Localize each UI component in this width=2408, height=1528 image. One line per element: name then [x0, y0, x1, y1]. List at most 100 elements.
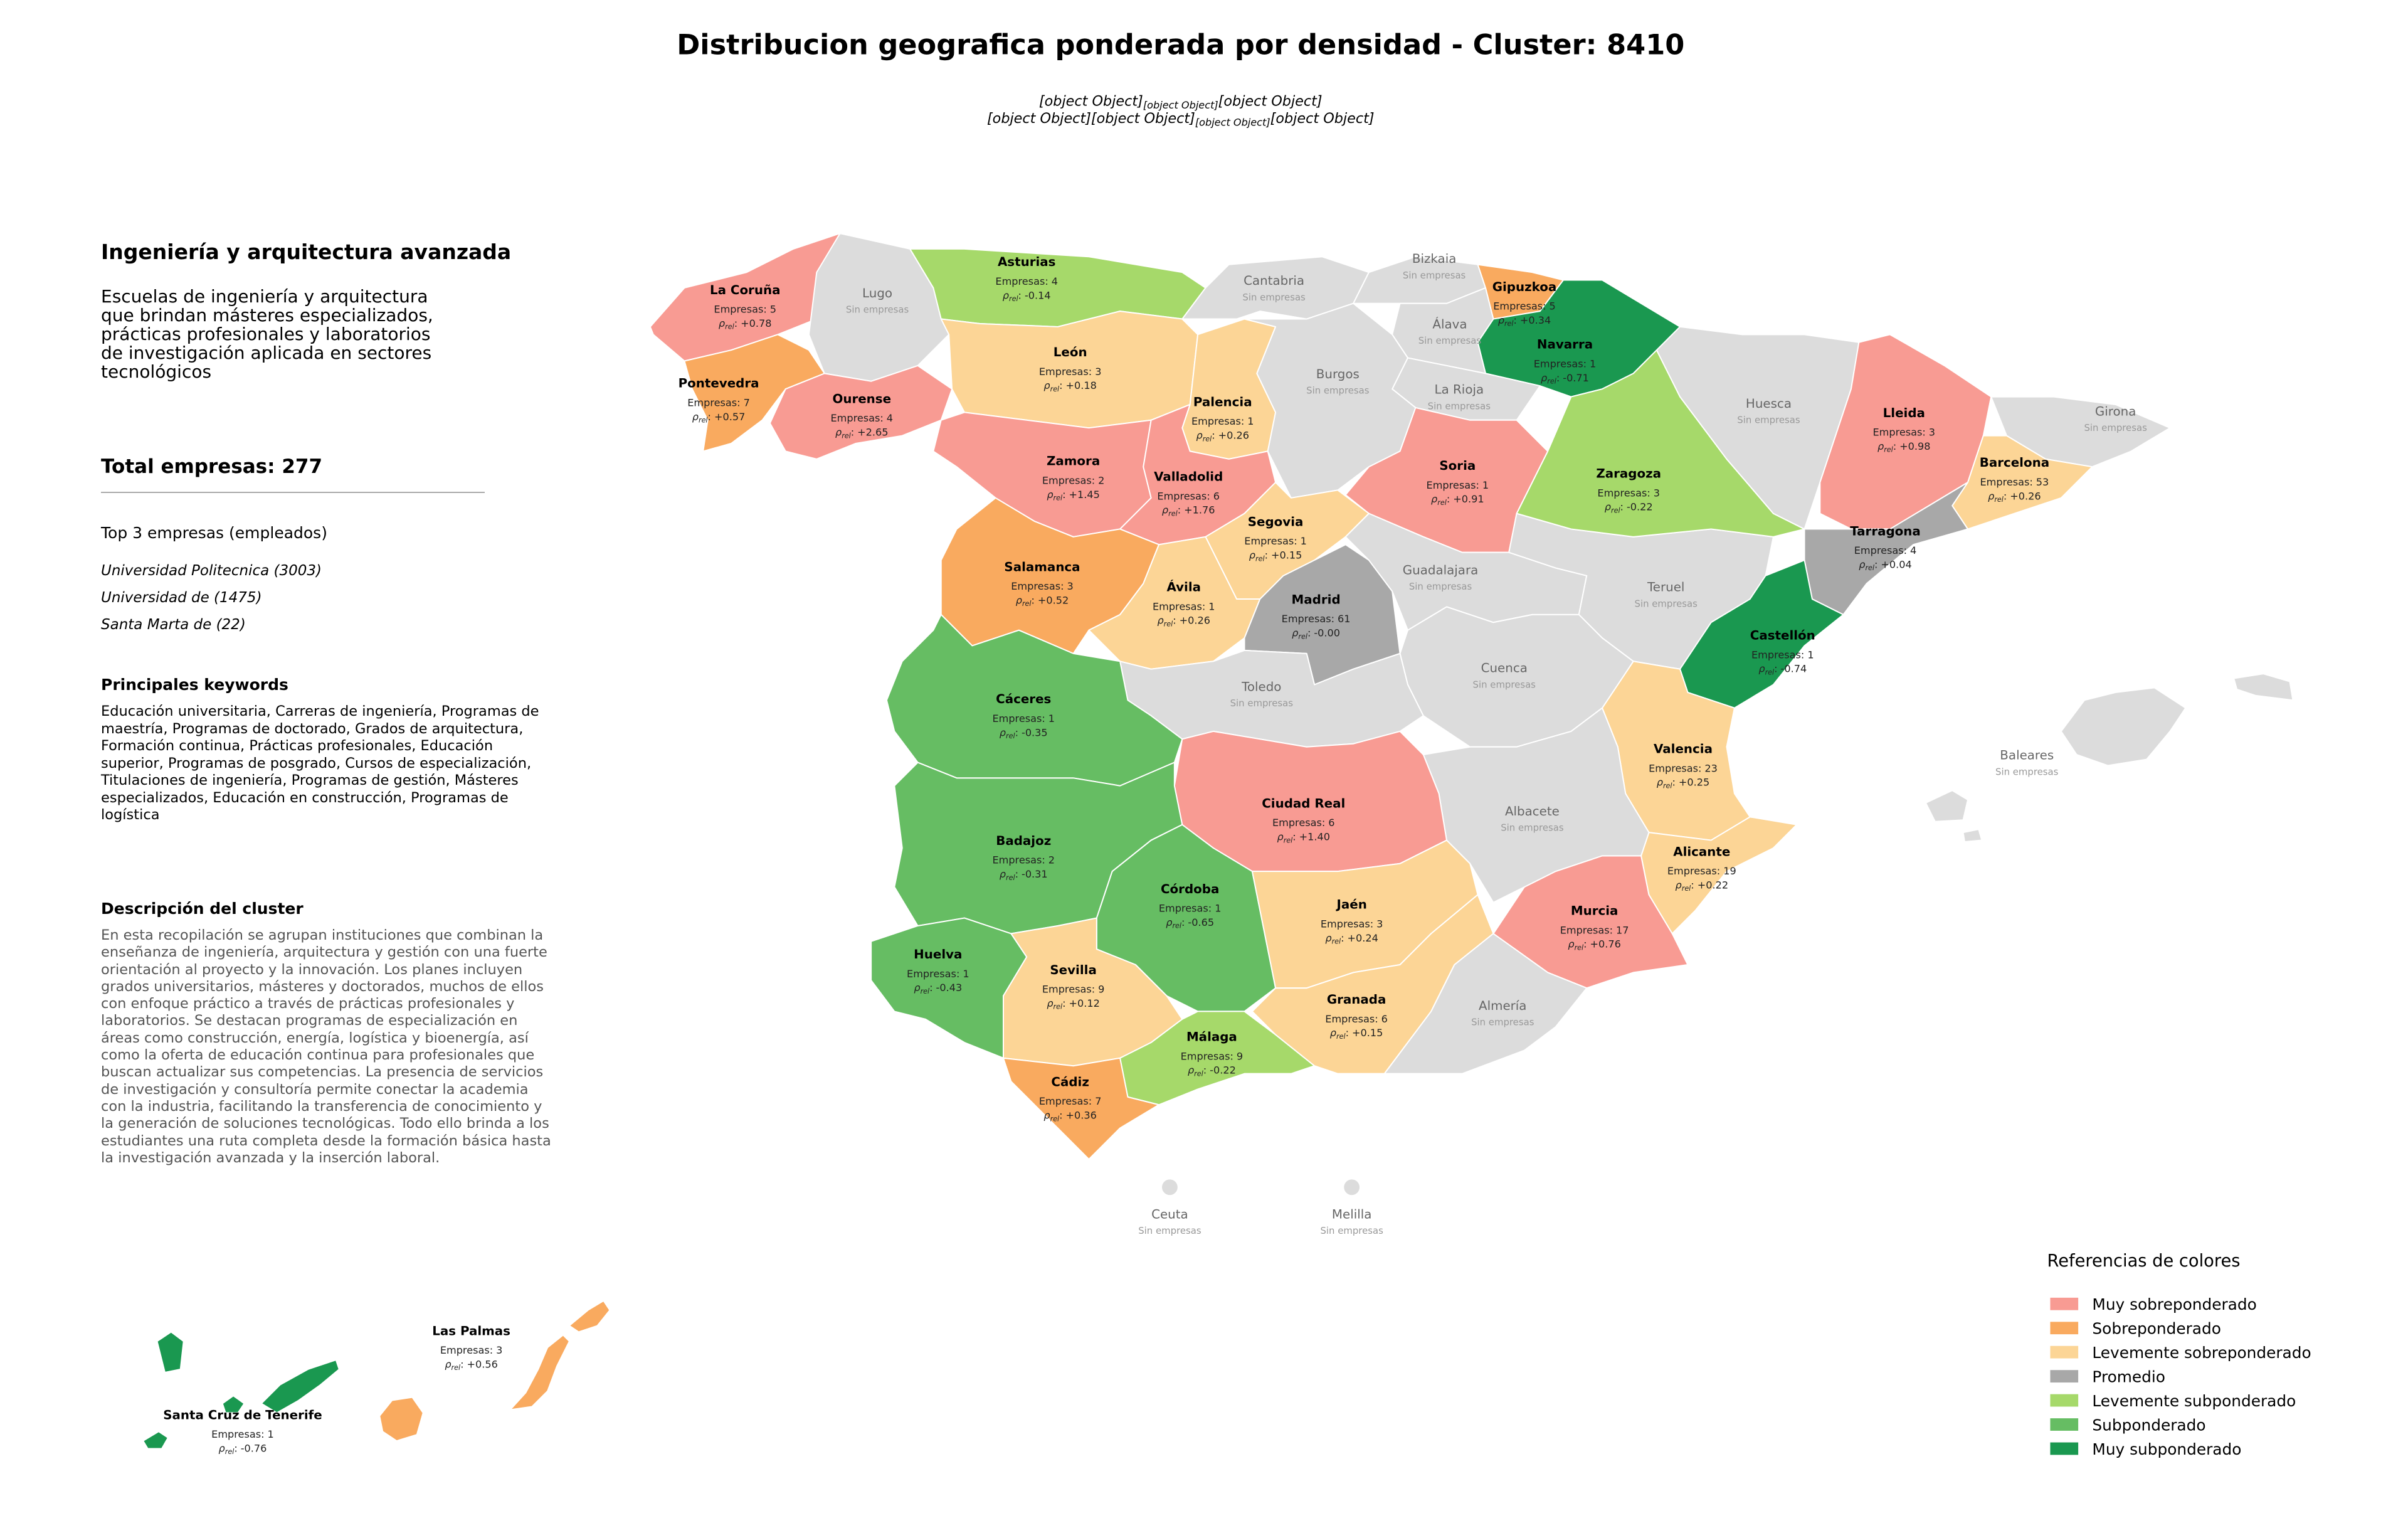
count-value: 23	[1704, 762, 1718, 774]
rho-symbol: ρ	[1292, 627, 1299, 639]
province-shape	[684, 334, 825, 452]
rho-subscript: rel	[1164, 620, 1173, 628]
province-status: Sin empresas	[846, 304, 909, 316]
province-density: ρrel: +0.26	[1157, 615, 1210, 629]
rho-value: +0.91	[1453, 493, 1484, 505]
province-density: ρrel: +1.45	[1047, 489, 1100, 502]
count-value: 2	[1048, 854, 1055, 866]
province-density: ρrel: -0.14	[1003, 289, 1051, 303]
rho-subscript: rel	[1172, 922, 1181, 930]
rho-symbol: ρ	[1541, 372, 1548, 384]
rho-symbol: ρ	[1047, 997, 1054, 1009]
province-shape	[1344, 1179, 1360, 1196]
rho-separator: :	[1178, 504, 1181, 516]
count-value: 4	[887, 412, 893, 424]
legend-label: Subponderado	[2092, 1416, 2205, 1434]
province-status: Sin empresas	[1320, 1225, 1383, 1236]
rho-separator: :	[1307, 627, 1311, 639]
count-value: 3	[1654, 487, 1660, 499]
rho-separator: :	[1059, 1110, 1062, 1122]
count-value: 53	[2036, 476, 2049, 488]
rho-symbol: ρ	[1568, 938, 1575, 950]
province-count: Empresas: 4	[830, 412, 893, 424]
rho-subscript: rel	[1865, 564, 1874, 572]
rho-subscript: rel	[1663, 782, 1672, 790]
count-label: Empresas:	[1667, 865, 1720, 877]
rho-value: +0.15	[1271, 549, 1302, 561]
rho-value: +1.40	[1299, 831, 1330, 843]
count-value: 3	[1095, 366, 1101, 378]
rho-subscript: rel	[1054, 494, 1063, 502]
rho-value: +0.56	[467, 1358, 498, 1370]
count-value: 1	[1048, 713, 1055, 724]
province-name: La Coruña	[710, 283, 780, 297]
count-value: 4	[1052, 275, 1058, 287]
rho-subscript: rel	[842, 432, 851, 440]
legend-label: Muy subponderado	[2092, 1440, 2241, 1458]
province-density: ρrel: +0.22	[1676, 879, 1729, 893]
rho-separator: :	[1774, 663, 1777, 675]
rho-separator: :	[1346, 1027, 1349, 1039]
rho-value: -0.71	[1563, 372, 1589, 384]
province-name: Huesca	[1746, 396, 1792, 411]
count-value: 6	[1328, 817, 1334, 829]
subtitle-part: [object Object]	[987, 110, 1091, 127]
rho-subscript: rel	[1006, 874, 1015, 882]
province-name: Ciudad Real	[1262, 796, 1345, 810]
province-density: ρrel: +0.18	[1043, 379, 1097, 393]
rho-value: -0.65	[1188, 916, 1214, 928]
count-value: 1	[1247, 415, 1254, 427]
rho-symbol: ρ	[1249, 549, 1256, 561]
rho-separator: :	[851, 427, 854, 438]
rho-separator: :	[1203, 1064, 1207, 1076]
province-count: Empresas: 1	[1153, 600, 1215, 612]
legend-label: Muy sobreponderado	[2092, 1295, 2256, 1313]
province-shape	[142, 1331, 340, 1450]
province-status: Sin empresas	[1242, 292, 1306, 303]
province-status: Sin empresas	[1306, 385, 1370, 396]
rho-value: -0.22	[1210, 1064, 1236, 1076]
rho-subscript: rel	[1050, 385, 1060, 393]
rho-symbol: ρ	[1003, 289, 1010, 301]
rho-value: +0.26	[1180, 615, 1210, 627]
rho-separator: :	[1893, 440, 1896, 452]
count-label: Empresas:	[687, 396, 740, 408]
count-label: Empresas:	[1321, 918, 1373, 930]
province-density: ρrel: +0.15	[1330, 1027, 1383, 1041]
subtitle-part: [object Object]	[1218, 93, 1323, 110]
count-value: 1	[963, 968, 969, 980]
province-name: Cádiz	[1051, 1074, 1089, 1089]
province-name: Lugo	[862, 286, 892, 300]
count-label: Empresas:	[211, 1428, 264, 1440]
rho-subscript: rel	[725, 323, 734, 331]
rho-separator: :	[1059, 379, 1062, 391]
top-company: Universidad Politecnica (3003)	[101, 563, 322, 579]
province-name: Murcia	[1571, 904, 1619, 918]
province-name: Ávila	[1166, 580, 1201, 595]
province-density: ρrel: +0.57	[692, 411, 746, 425]
rho-separator: :	[1015, 726, 1018, 738]
legend-label: Sobreponderado	[2092, 1320, 2221, 1338]
rho-subscript: rel	[1168, 509, 1178, 517]
rho-separator: :	[1032, 594, 1035, 606]
count-label: Empresas:	[830, 412, 883, 424]
count-value: 1	[1215, 903, 1221, 915]
count-label: Empresas:	[1854, 544, 1907, 556]
total: Total empresas: 277	[101, 455, 323, 478]
count-label: Empresas:	[1042, 474, 1095, 486]
panel-heading: Ingeniería y arquitectura avanzada	[101, 240, 512, 264]
rho-subscript: rel	[1022, 600, 1032, 608]
rho-value: -0.74	[1781, 663, 1807, 675]
rho-subscript: rel	[1336, 1032, 1346, 1041]
count-label: Empresas:	[1157, 490, 1210, 502]
rho-symbol: ρ	[1016, 594, 1023, 606]
province-name: Teruel	[1647, 580, 1684, 595]
rho-separator: :	[1341, 932, 1344, 944]
province-density: ρrel: +0.78	[719, 317, 772, 331]
province-name: Madrid	[1292, 592, 1341, 607]
province-count: Empresas: 17	[1560, 924, 1629, 936]
province-count: Empresas: 7	[687, 396, 750, 408]
province-count: Empresas: 1	[211, 1428, 274, 1440]
rho-separator: :	[234, 1442, 237, 1454]
